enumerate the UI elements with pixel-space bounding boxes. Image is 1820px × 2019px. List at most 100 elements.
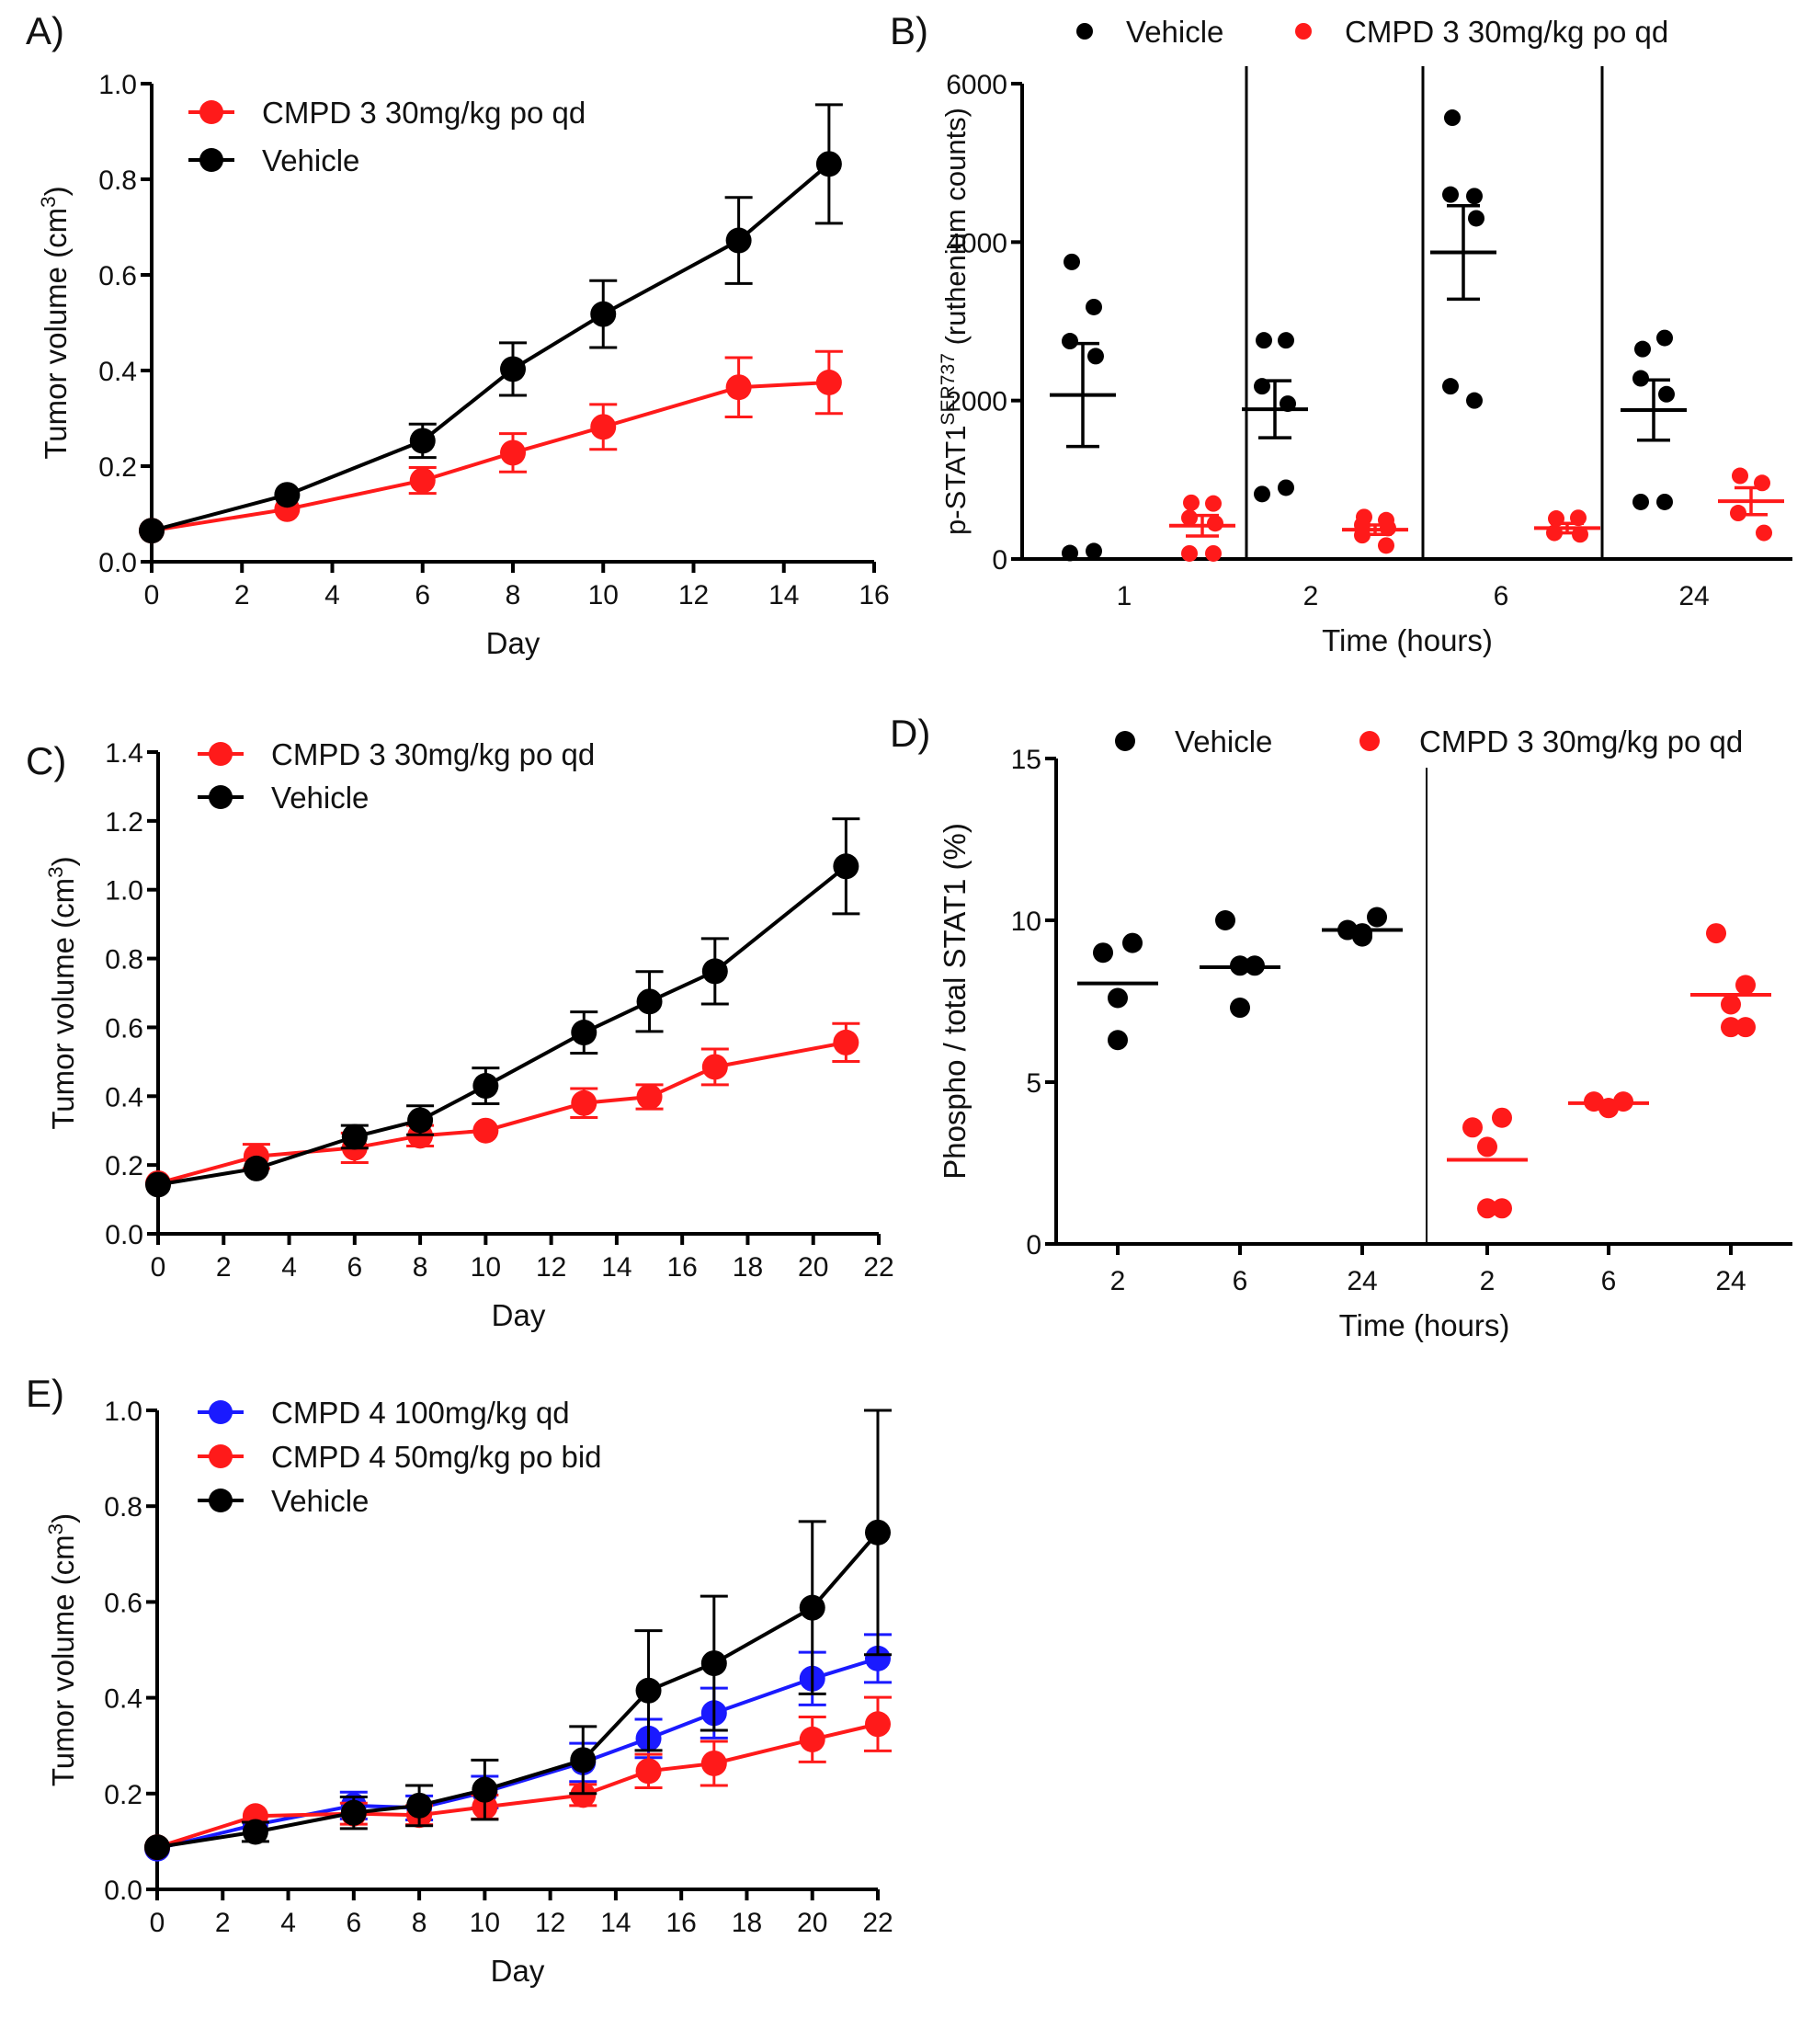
- data-point: [1108, 987, 1128, 1009]
- data-point: [1706, 923, 1726, 944]
- data-point: [1656, 329, 1673, 347]
- x-tick-label: 16: [665, 1908, 696, 1938]
- legend-label: CMPD 4 50mg/kg po bid: [271, 1440, 602, 1474]
- series-line: [151, 162, 831, 533]
- data-point: [865, 1645, 891, 1671]
- legend-label: Vehicle: [262, 143, 359, 177]
- x-tick-label: 18: [732, 1908, 762, 1938]
- series-vehicle: [144, 1409, 892, 1861]
- panel-b: B) 0 2000 4000 6000 1 2 6 24 Time (hours) p-STAT1S…: [890, 9, 1792, 657]
- legend-marker: [1076, 23, 1093, 40]
- panel-label: C): [26, 739, 66, 782]
- y-axis-title: Tumor volume (cm3): [44, 856, 80, 1129]
- x-tick-label: 8: [413, 1252, 428, 1283]
- y-tick-label: 0.4: [98, 357, 137, 387]
- legend-item: CMPD 3 30mg/kg po qd: [188, 96, 586, 130]
- data-point: [1462, 1117, 1483, 1138]
- x-tick-label: 6: [346, 1908, 361, 1938]
- legend-marker: [209, 1400, 233, 1424]
- y-tick-label: 0.0: [104, 1876, 142, 1906]
- data-point: [341, 1124, 368, 1150]
- series-line: [156, 1531, 880, 1850]
- data-point: [799, 1726, 825, 1752]
- data-point: [700, 1650, 727, 1677]
- data-point: [1444, 109, 1461, 127]
- x-tick-label: 4: [280, 1908, 296, 1938]
- data-point: [1756, 524, 1772, 542]
- y-axis-title-superscript: SER737: [938, 353, 959, 426]
- x-tick-label: 8: [506, 580, 521, 610]
- legend-marker: [209, 785, 233, 809]
- x-tick-label: 6: [415, 580, 430, 610]
- data-point: [865, 1519, 891, 1546]
- y-tick-label: 15: [1011, 745, 1041, 775]
- data-point: [635, 1758, 662, 1785]
- y-tick-label: 0.8: [104, 1492, 142, 1523]
- legend-marker: [1359, 731, 1380, 751]
- data-point: [145, 1171, 171, 1198]
- y-tick-label: 1.2: [105, 807, 143, 838]
- data-point: [701, 958, 728, 985]
- y-axis-title-end: (ruthenium counts): [939, 108, 972, 353]
- data-point: [1205, 544, 1222, 562]
- x-tick-label: 20: [797, 1908, 827, 1938]
- data-point: [472, 1073, 499, 1100]
- data-point: [1492, 1107, 1512, 1128]
- x-tick-label: 22: [863, 1252, 893, 1283]
- data-point: [139, 518, 165, 544]
- legend-item: CMPD 3 30mg/kg po qd: [1359, 724, 1743, 759]
- y-axis-title-main: Tumor volume (cm: [39, 208, 73, 460]
- x-tick-label: 16: [666, 1252, 697, 1283]
- x-tick-label: 12: [678, 580, 709, 610]
- data-point: [144, 1834, 170, 1861]
- data-point: [1658, 385, 1675, 403]
- data-point: [1721, 1017, 1741, 1038]
- x-tick-label: 24: [1715, 1266, 1746, 1296]
- data-point: [409, 467, 436, 494]
- y-tick-label: 0.0: [105, 1220, 143, 1250]
- data-point: [1086, 298, 1102, 315]
- data-point: [1254, 485, 1270, 503]
- x-tick-label: 24: [1678, 581, 1709, 611]
- x-tick-label: 4: [324, 580, 340, 610]
- x-tick-label: 10: [470, 1908, 500, 1938]
- x-tick-label: 14: [600, 1908, 631, 1938]
- x-axis-title: Day: [492, 1298, 546, 1332]
- y-tick-label: 0.0: [98, 548, 137, 578]
- x-tick-label: 0: [150, 1908, 165, 1938]
- x-tick-label: 2: [234, 580, 250, 610]
- data-point: [1064, 253, 1080, 270]
- x-tick-label: 12: [536, 1252, 566, 1283]
- legend-marker: [199, 148, 223, 172]
- series-cmpd-3-30mg-kg-po-qd: [1447, 923, 1771, 1219]
- data-point: [636, 988, 663, 1015]
- legend-label: CMPD 3 30mg/kg po qd: [262, 96, 586, 130]
- data-point: [1183, 494, 1200, 511]
- y-axis-title: Tumor volume (cm3): [44, 1513, 80, 1786]
- x-tick-label: 18: [733, 1252, 763, 1283]
- data-point: [571, 1089, 597, 1116]
- data-point: [1181, 544, 1198, 562]
- legend-marker: [209, 1444, 233, 1468]
- legend-item: Vehicle: [198, 1484, 369, 1518]
- data-point: [1735, 975, 1756, 996]
- y-axis-title-main: Tumor volume (cm: [46, 878, 80, 1130]
- data-point: [1656, 493, 1673, 510]
- data-point: [1466, 188, 1483, 205]
- data-point: [406, 1792, 433, 1819]
- data-point: [500, 439, 526, 466]
- data-point: [1278, 332, 1294, 349]
- panel-label: E): [26, 1372, 64, 1415]
- panel-e: E) 0 2 4 6 8 10 12 14 16 18 20 22 0.0 0.2 0.4 0.6 0.8 1.0 D…: [26, 1372, 893, 1988]
- data-point: [1230, 998, 1250, 1019]
- legend-item: CMPD 3 30mg/kg po qd: [1295, 15, 1668, 49]
- legend-marker: [1115, 731, 1135, 751]
- x-tick-label: 6: [347, 1252, 362, 1283]
- x-axis-title: Time (hours): [1322, 623, 1493, 657]
- data-point: [570, 1782, 597, 1808]
- y-tick-label: 5: [1026, 1068, 1041, 1099]
- y-axis-title-end: ): [46, 856, 80, 866]
- data-point: [1205, 495, 1222, 512]
- y-tick-label: 2000: [946, 387, 1007, 417]
- data-point: [1352, 923, 1372, 944]
